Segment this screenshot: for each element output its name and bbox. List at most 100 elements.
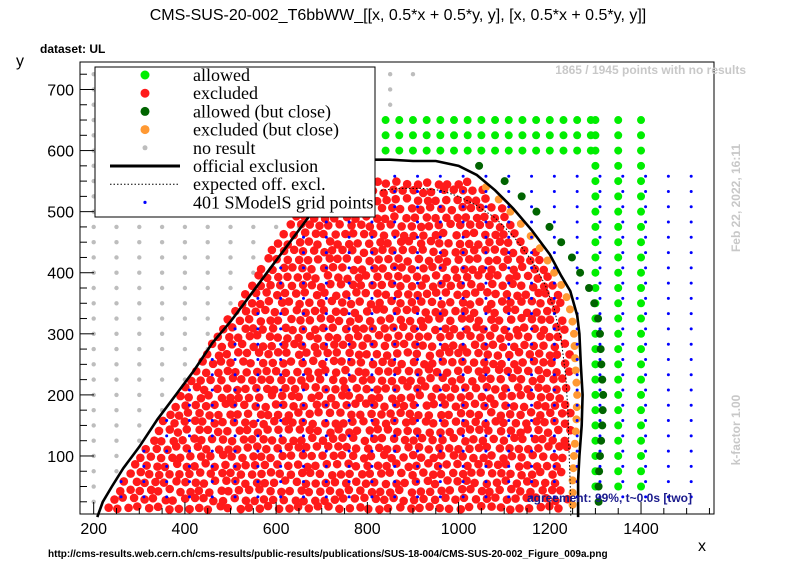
smodels-grid-point — [256, 312, 260, 316]
allowed-point — [436, 131, 445, 140]
excluded-point — [332, 459, 342, 469]
excluded-point — [564, 367, 574, 376]
excluded-point — [424, 221, 434, 231]
excluded-point — [280, 307, 290, 317]
smodels-grid-point — [644, 464, 648, 468]
excluded-point — [545, 392, 555, 402]
excluded-point — [250, 496, 259, 506]
smodels-grid-point — [666, 220, 670, 224]
excluded-point — [495, 444, 505, 453]
excluded-point — [182, 425, 192, 434]
legend-label: allowed (but close) — [193, 101, 331, 122]
smodels-grid-point — [575, 403, 579, 407]
excluded-point — [528, 450, 538, 460]
smodels-grid-point — [621, 174, 625, 178]
excluded-point — [285, 504, 294, 513]
excluded-point — [432, 384, 441, 393]
excluded-point — [311, 496, 320, 506]
excluded-point — [262, 384, 272, 394]
smodels-grid-layer — [119, 174, 693, 499]
excluded-point — [365, 469, 375, 478]
excluded-point — [428, 435, 437, 445]
excluded-point — [341, 229, 350, 239]
excluded-point — [514, 444, 524, 454]
excluded-point — [311, 461, 320, 471]
excluded-point — [366, 451, 376, 461]
x-tick-label: 1400 — [623, 521, 659, 538]
smodels-grid-point — [507, 296, 511, 300]
excluded-point — [218, 435, 228, 444]
no-result-point — [114, 469, 119, 474]
excluded-point — [356, 503, 365, 512]
excluded-point — [542, 384, 552, 393]
excluded-point — [308, 433, 317, 443]
excluded-point — [136, 467, 146, 477]
excluded-point — [497, 359, 506, 369]
excluded-point — [451, 306, 460, 316]
smodels-grid-point — [370, 281, 374, 285]
excluded-point — [258, 358, 268, 368]
smodels-grid-point — [644, 205, 648, 209]
excluded-point — [530, 324, 540, 334]
excluded-point — [325, 408, 335, 418]
no-result-point — [273, 224, 279, 230]
allowed-close-point — [594, 482, 603, 491]
excluded-point — [203, 425, 213, 435]
smodels-grid-point — [438, 281, 442, 285]
excluded-point — [382, 444, 392, 454]
excluded-point — [429, 247, 438, 257]
smodels-grid-point — [279, 357, 283, 361]
excluded-point — [378, 357, 387, 367]
excluded-point — [236, 374, 246, 384]
excluded-point — [294, 350, 304, 360]
excluded-close-point — [506, 207, 515, 216]
no-result-point — [114, 423, 119, 428]
smodels-grid-point — [484, 449, 488, 453]
excluded-point — [356, 281, 366, 290]
excluded-point — [242, 348, 252, 358]
smodels-grid-point — [187, 464, 191, 468]
smodels-grid-point — [644, 449, 648, 453]
excluded-point — [510, 305, 520, 315]
excluded-point — [281, 323, 291, 333]
smodels-grid-point — [598, 357, 602, 361]
smodels-grid-point — [256, 434, 260, 438]
excluded-point — [352, 426, 362, 435]
excluded-point — [476, 501, 486, 511]
excluded-point — [289, 402, 298, 411]
no-result-point — [91, 484, 96, 489]
smodels-grid-point — [233, 449, 237, 453]
excluded-point — [502, 290, 512, 299]
excluded-point — [496, 334, 505, 343]
excluded-point — [495, 485, 504, 495]
excluded-point — [305, 220, 315, 229]
excluded-point — [373, 461, 383, 471]
excluded-point — [408, 450, 418, 460]
excluded-point — [169, 436, 179, 446]
excluded-point — [425, 428, 435, 437]
excluded-point — [359, 324, 368, 333]
excluded-point — [396, 408, 405, 418]
excluded-point — [524, 503, 534, 513]
excluded-point — [374, 366, 384, 376]
smodels-grid-point — [666, 342, 670, 346]
excluded-point — [283, 334, 292, 343]
smodels-grid-point — [644, 403, 648, 407]
excluded-point — [476, 333, 485, 342]
excluded-point — [407, 488, 417, 497]
excluded-point — [113, 504, 122, 514]
smodels-grid-point — [279, 449, 283, 453]
excluded-point — [381, 384, 391, 393]
excluded-point — [232, 445, 242, 454]
excluded-point — [523, 461, 532, 470]
excluded-point — [259, 435, 268, 444]
excluded-point — [205, 488, 214, 497]
excluded-point — [455, 239, 465, 249]
smodels-grid-point — [233, 342, 237, 346]
excluded-point — [379, 305, 389, 314]
smodels-grid-point — [256, 419, 260, 423]
excluded-point — [397, 468, 406, 478]
excluded-point — [510, 359, 519, 369]
smodels-grid-point — [279, 480, 283, 484]
smodels-grid-point — [324, 449, 328, 453]
